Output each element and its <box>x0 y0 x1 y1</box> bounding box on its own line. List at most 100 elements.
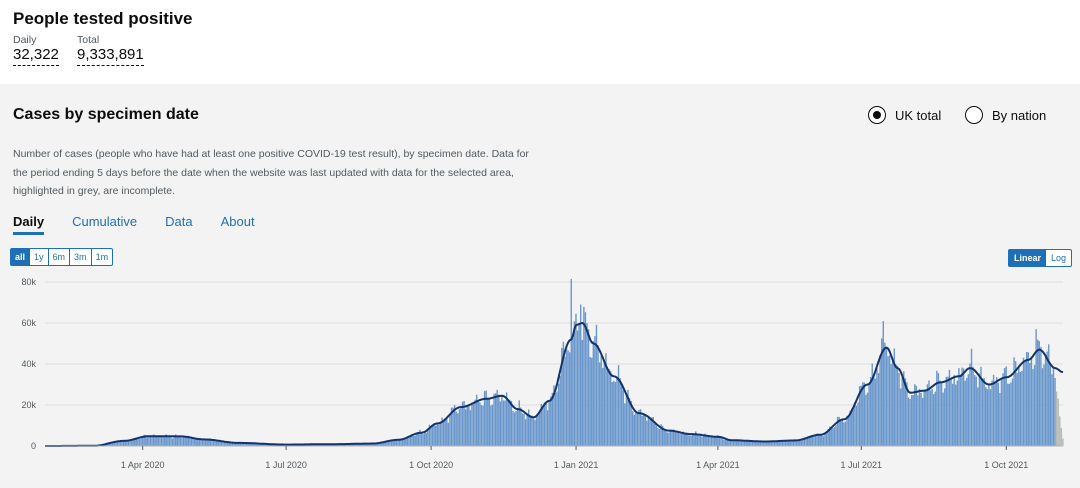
case-bar <box>1060 428 1063 446</box>
case-bar <box>838 416 840 446</box>
case-bar <box>230 442 232 446</box>
case-bar <box>398 439 401 446</box>
range-1m-button[interactable]: 1m <box>95 252 109 262</box>
case-bar <box>256 443 259 446</box>
case-bar <box>840 420 842 446</box>
cases-chart[interactable]: 0 20k 40k 60k 80k 1 Apr 2020 1 Jul 2020 1 Oct 2… <box>0 272 1080 488</box>
case-bar <box>679 433 681 446</box>
case-bar <box>646 420 648 446</box>
scale-log-button[interactable]: Log <box>1051 253 1067 263</box>
case-bar <box>192 437 194 446</box>
case-bar <box>805 437 807 446</box>
case-bar <box>556 391 558 446</box>
case-bar <box>573 321 576 446</box>
case-bar <box>786 440 788 446</box>
case-bar <box>751 440 754 446</box>
case-bar <box>698 435 700 446</box>
case-bar <box>942 392 944 446</box>
case-bar <box>940 381 943 446</box>
case-bar <box>929 390 932 446</box>
total-value[interactable]: 9,333,891 <box>77 46 144 66</box>
daily-value[interactable]: 32,322 <box>13 46 59 66</box>
case-bar <box>539 410 541 446</box>
case-bar <box>412 436 415 446</box>
case-bar <box>657 428 659 446</box>
radio-uk-total[interactable]: UK total <box>868 106 941 124</box>
case-bar <box>906 382 908 446</box>
case-bar <box>554 393 557 446</box>
case-bar <box>603 362 606 446</box>
case-bar <box>449 415 451 446</box>
case-bar <box>961 367 963 446</box>
case-bar <box>263 443 265 446</box>
case-bar <box>639 409 642 446</box>
case-bar <box>778 441 780 446</box>
range-6m-button[interactable]: 6m <box>49 249 71 265</box>
case-bar <box>595 324 598 446</box>
case-bar <box>395 439 398 446</box>
case-bar <box>568 352 571 446</box>
scale-linear-button[interactable]: Linear <box>1009 250 1047 266</box>
y-tick-label: 40k <box>21 359 36 369</box>
case-bar <box>869 377 872 446</box>
case-bar <box>113 442 115 446</box>
case-bar <box>258 443 260 446</box>
case-bar <box>745 441 747 446</box>
average-line <box>45 321 1064 447</box>
range-1y-button[interactable]: 1y <box>30 249 49 265</box>
tab-cumulative[interactable]: Cumulative <box>72 214 138 229</box>
case-bar <box>879 355 881 446</box>
case-bar <box>660 424 662 446</box>
case-bar <box>880 338 883 446</box>
case-bar <box>808 437 810 446</box>
case-bar <box>390 440 393 446</box>
case-bar <box>728 439 730 446</box>
case-bar <box>720 436 722 446</box>
case-bar <box>592 341 595 446</box>
case-bar <box>580 304 582 446</box>
case-bar <box>387 441 390 446</box>
case-bar <box>1022 357 1025 446</box>
case-bar <box>955 384 957 446</box>
tab-about[interactable]: About <box>220 214 255 229</box>
radio-unchecked-icon[interactable] <box>965 106 983 124</box>
case-bar <box>371 443 374 446</box>
case-bar <box>921 397 924 446</box>
tab-data[interactable]: Data <box>165 214 193 229</box>
case-bar <box>868 384 870 446</box>
case-bar <box>1048 344 1050 446</box>
case-bar <box>655 425 658 446</box>
case-bar <box>253 443 256 446</box>
case-bar <box>743 440 746 446</box>
case-bar <box>105 444 108 446</box>
daily-metric: Daily 32,322 <box>13 34 59 66</box>
case-bar <box>824 433 826 446</box>
case-bar <box>204 440 207 446</box>
case-bar <box>862 382 864 446</box>
case-bar <box>649 417 651 446</box>
case-bar <box>731 440 733 446</box>
case-bar <box>485 390 487 446</box>
case-bar <box>430 426 432 446</box>
case-bar <box>130 439 133 446</box>
case-bar <box>962 368 965 446</box>
case-bar <box>389 440 391 446</box>
case-bar <box>1044 354 1047 446</box>
case-bar <box>182 436 185 446</box>
case-bar <box>509 399 511 446</box>
case-bar <box>948 369 951 446</box>
case-bar <box>647 417 650 446</box>
case-bar <box>466 405 468 446</box>
range-all-button[interactable]: all <box>11 249 31 265</box>
case-bar <box>767 442 769 446</box>
case-bar <box>439 422 442 446</box>
tab-daily[interactable]: Daily <box>13 214 45 235</box>
case-bar <box>397 439 399 446</box>
radio-checked-icon[interactable] <box>868 106 886 124</box>
case-bar <box>742 440 744 446</box>
radio-by-nation[interactable]: By nation <box>965 106 1046 124</box>
case-bar <box>1016 372 1018 446</box>
range-3m-button[interactable]: 3m <box>70 249 92 265</box>
case-bar <box>518 400 520 446</box>
case-bar <box>914 384 916 446</box>
